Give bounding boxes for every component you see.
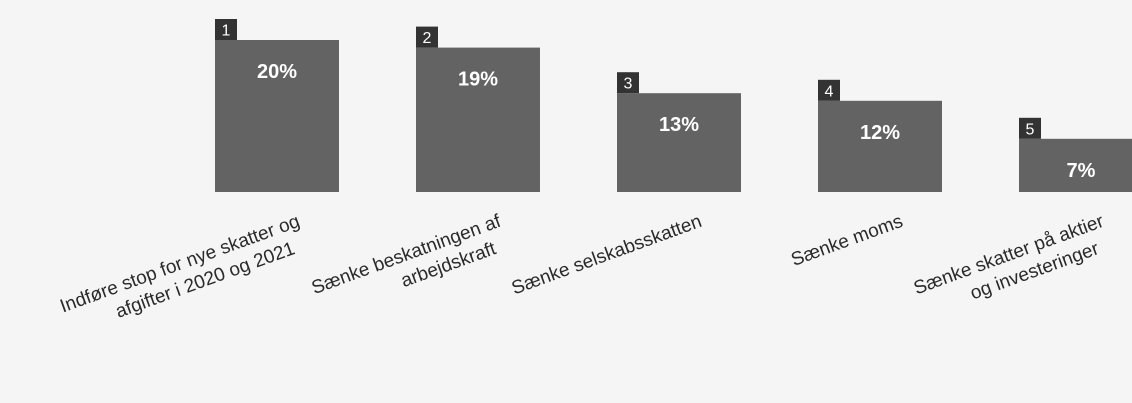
category-label-3-line-1: Sænke selskabsskatten <box>509 211 705 299</box>
bar-5 <box>1019 138 1132 192</box>
rank-number-1: 1 <box>222 23 231 40</box>
rank-badge-2 <box>416 26 438 48</box>
category-label-4: Sænke moms <box>788 211 905 271</box>
bar-4 <box>818 100 942 192</box>
bar-3 <box>617 93 741 192</box>
rank-number-3: 3 <box>624 76 633 93</box>
value-label-2: 19% <box>458 69 498 91</box>
rank-badge-4 <box>818 79 840 101</box>
category-label-4-line-1: Sænke moms <box>788 211 905 271</box>
rank-badge-3 <box>617 72 639 94</box>
value-label-4: 12% <box>860 122 900 144</box>
category-label-1: Indføre stop for nye skatter ogafgifter … <box>57 211 302 323</box>
bar-2 <box>416 47 540 192</box>
value-label-3: 13% <box>659 114 699 136</box>
rank-number-4: 4 <box>825 83 834 100</box>
rank-badge-1 <box>215 19 237 40</box>
value-label-5: 7% <box>1067 160 1096 182</box>
rank-number-2: 2 <box>423 30 432 47</box>
category-label-3: Sænke selskabsskatten <box>509 211 705 299</box>
bar-1 <box>215 40 339 192</box>
rank-number-5: 5 <box>1026 121 1035 138</box>
value-label-1: 20% <box>257 61 297 83</box>
rank-badge-5 <box>1019 117 1041 139</box>
